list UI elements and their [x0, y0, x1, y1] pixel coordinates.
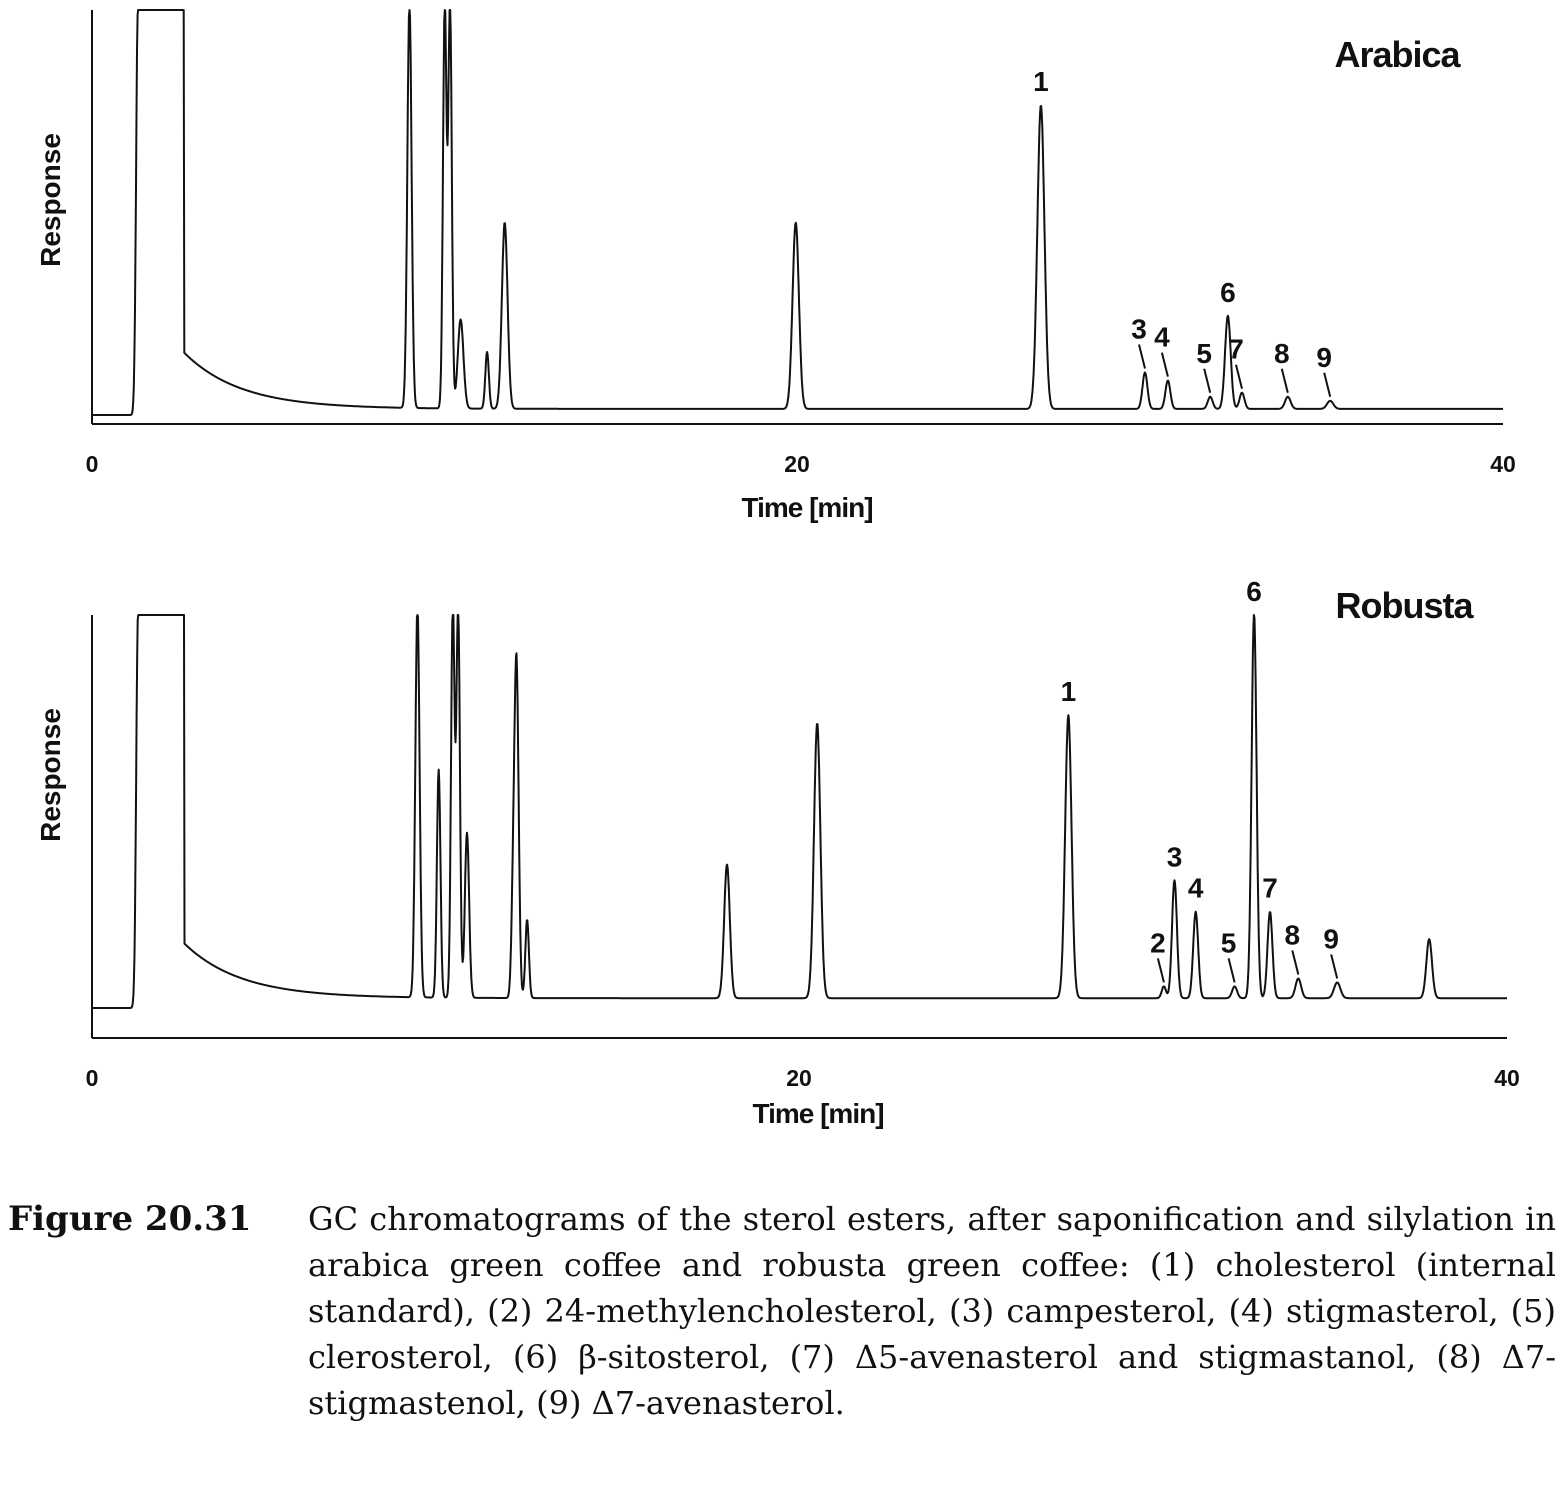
- arabica-peak-label-6: 6: [1220, 277, 1236, 308]
- robusta-peak-label-6: 6: [1246, 576, 1262, 607]
- robusta-tick-20: 20: [786, 1065, 812, 1091]
- robusta-peak-leader-5: [1227, 958, 1236, 983]
- arabica-title: Arabica: [1334, 34, 1461, 75]
- robusta-peak-leader-2: [1156, 958, 1165, 983]
- robusta-xlabel: Time [min]: [752, 1098, 883, 1129]
- arabica-peak-label-3: 3: [1131, 314, 1147, 345]
- robusta-peak-leader-8: [1291, 950, 1300, 975]
- figure-caption-text: GC chromatograms of the sterol esters, a…: [308, 1200, 1556, 1422]
- robusta-peak-label-4: 4: [1188, 873, 1204, 904]
- robusta-peak-label-7: 7: [1262, 873, 1278, 904]
- arabica-peak-label-4: 4: [1154, 322, 1170, 353]
- robusta-panel: 1 2 345 6 78 9 0 20 40 Time [min] Response Ro…: [35, 576, 1520, 1129]
- robusta-trace: [91, 614, 1508, 1009]
- arabica-xlabel: Time [min]: [741, 492, 872, 523]
- robusta-peak-label-9: 9: [1323, 924, 1339, 955]
- arabica-panel: 1 3 456 7 8 9 0 20 40 Time [min] Response Ara…: [35, 9, 1516, 523]
- figure-caption: Figure 20.31 GC chromatograms of the ste…: [8, 1196, 1556, 1426]
- arabica-ylabel: Response: [35, 133, 66, 267]
- arabica-peak-leader-4: [1160, 352, 1169, 377]
- robusta-ylabel: Response: [35, 708, 66, 842]
- robusta-peak-label-3: 3: [1167, 841, 1183, 872]
- robusta-peak-label-8: 8: [1285, 920, 1301, 951]
- robusta-peak-leader-9: [1330, 954, 1339, 979]
- robusta-title: Robusta: [1336, 585, 1475, 626]
- arabica-peak-labels: 1 3 456 7 8 9: [1033, 66, 1332, 398]
- figure-label: Figure 20.31: [8, 1199, 252, 1239]
- arabica-peak-label-5: 5: [1196, 338, 1212, 369]
- arabica-peak-leader-8: [1280, 368, 1289, 394]
- arabica-peak-label-9: 9: [1316, 342, 1332, 373]
- robusta-peak-labels: 1 2 345 6 78 9: [1061, 576, 1339, 983]
- arabica-peak-label-1: 1: [1033, 66, 1049, 97]
- arabica-peak-leader-7: [1235, 364, 1243, 389]
- arabica-tick-0: 0: [86, 451, 99, 477]
- arabica-tick-40: 40: [1490, 451, 1516, 477]
- arabica-tick-20: 20: [784, 451, 810, 477]
- robusta-tick-0: 0: [86, 1065, 99, 1091]
- robusta-peak-label-5: 5: [1221, 927, 1237, 958]
- robusta-peak-label-1: 1: [1061, 676, 1077, 707]
- arabica-trace: [91, 9, 1504, 416]
- arabica-peak-leader-3: [1138, 344, 1146, 369]
- robusta-tick-40: 40: [1494, 1065, 1520, 1091]
- arabica-peak-leader-9: [1323, 372, 1332, 398]
- arabica-peak-label-7: 7: [1228, 334, 1244, 365]
- arabica-peak-label-8: 8: [1274, 338, 1290, 369]
- arabica-peak-leader-5: [1203, 368, 1212, 394]
- robusta-peak-label-2: 2: [1150, 927, 1166, 958]
